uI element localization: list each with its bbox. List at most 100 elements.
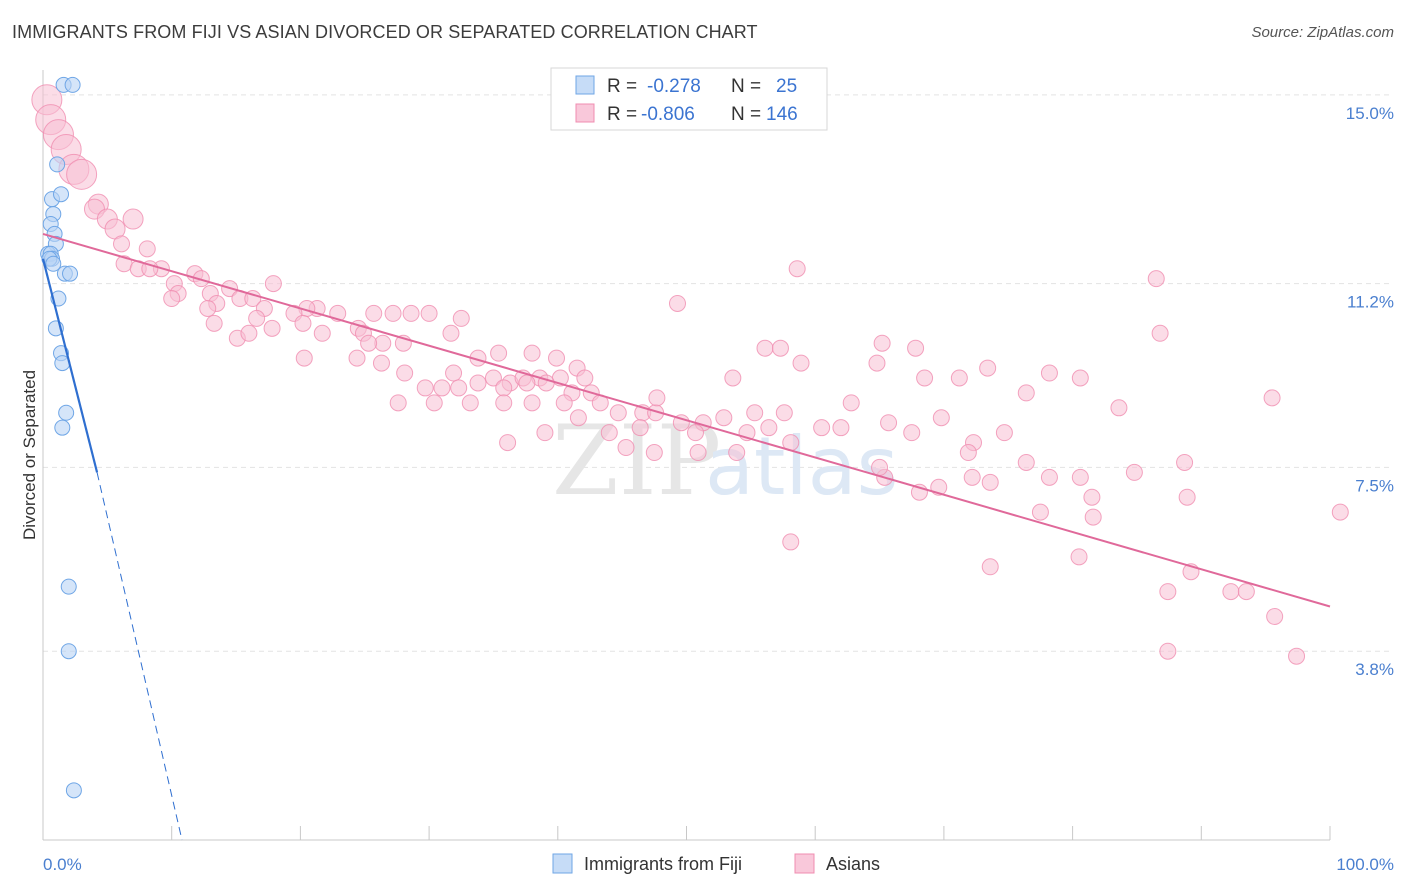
asians-point-121: [868, 354, 886, 372]
asians-point-79: [461, 394, 479, 412]
asians-point-49: [442, 324, 460, 342]
legend-r-value-fiji: -0.278: [647, 76, 701, 97]
asians-point-131: [1017, 453, 1035, 471]
asians-point-137: [1125, 463, 1143, 481]
asians-point-85: [569, 409, 587, 427]
asians-point-68: [416, 379, 434, 397]
legend-r-value-asians: -0.806: [641, 104, 695, 125]
asians-point-60: [396, 364, 414, 382]
legend-n-value-asians: 146: [766, 104, 798, 125]
asians-point-36: [294, 314, 312, 332]
asians-point-35: [205, 314, 223, 332]
asians-point-116: [648, 389, 666, 407]
asians-point-88: [631, 419, 649, 437]
asians-point-150: [782, 533, 800, 551]
asians-point-104: [760, 419, 778, 437]
legend-swatch-asians: [575, 103, 595, 123]
asians-point-48: [420, 304, 438, 322]
asians-point-97: [600, 424, 618, 442]
asians-point-123: [916, 369, 934, 387]
x-tick-label-1: 100.0%: [1336, 855, 1394, 874]
asians-point-126: [1017, 384, 1035, 402]
asians-point-113: [756, 339, 774, 357]
chart-source: Source: ZipAtlas.com: [1251, 24, 1394, 41]
asians-point-89: [672, 414, 690, 432]
asians-point-151: [981, 558, 999, 576]
asians-point-44: [374, 334, 392, 352]
asians-point-77: [389, 394, 407, 412]
axes: 3.8% 7.5% 11.2% 15.0% 0.0% 100.0%: [42, 70, 1394, 874]
asians-point-107: [842, 394, 860, 412]
y-axis-title: Divorced or Separated: [20, 370, 39, 540]
fiji-point-2: [49, 156, 66, 173]
asians-point-55: [548, 349, 566, 367]
fiji-point-22: [60, 578, 77, 595]
asians-point-81: [523, 394, 541, 412]
asians-trend-line: [42, 232, 1331, 608]
asians-point-40: [313, 324, 331, 342]
chart-title: IMMIGRANTS FROM FIJI VS ASIAN DIVORCED O…: [12, 22, 758, 42]
fiji-point-15: [62, 265, 79, 282]
asians-point-117: [724, 369, 742, 387]
asians-point-99: [499, 434, 517, 452]
asians-point-59: [372, 354, 390, 372]
asians-point-92: [746, 404, 764, 422]
asians-point-120: [873, 334, 891, 352]
asians-point-78: [425, 394, 443, 412]
bottom-legend-label-asians: Asians: [826, 854, 880, 874]
legend-r-label-fiji: R =: [607, 76, 637, 97]
asians-point-61: [445, 364, 463, 382]
asians-point-115: [788, 260, 806, 278]
asians-point-147: [1083, 488, 1101, 506]
asians-point-125: [979, 359, 997, 377]
asians-point-12: [138, 240, 156, 258]
asians-point-84: [609, 404, 627, 422]
asians-point-154: [1222, 583, 1240, 601]
asians-point-53: [490, 344, 508, 362]
asians-point-18: [192, 270, 210, 288]
asians-point-96: [687, 424, 705, 442]
legend-n-label-asians: N =: [731, 104, 761, 125]
asians-point-156: [1266, 607, 1284, 625]
asians-point-146: [1147, 270, 1165, 288]
asians-point-54: [523, 344, 541, 362]
asians-point-136: [1071, 468, 1089, 486]
fiji-trend-line: [41, 258, 99, 473]
legend-r-label-asians: R =: [607, 104, 637, 125]
asians-point-94: [832, 419, 850, 437]
asians-point-73: [518, 374, 536, 392]
asians-point-103: [728, 444, 746, 462]
asians-point-159: [1176, 453, 1194, 471]
asians-point-10: [122, 208, 144, 230]
asians-point-110: [932, 409, 950, 427]
fiji-point-20: [58, 404, 75, 421]
asians-point-144: [1084, 508, 1102, 526]
fiji-trend-extension: [96, 472, 183, 841]
asians-point-82: [555, 394, 573, 412]
y-tick-label-3: 15.0%: [1346, 104, 1394, 123]
asians-point-157: [1288, 647, 1306, 665]
asians-point-39: [263, 319, 281, 337]
asians-point-91: [715, 409, 733, 427]
asians-point-119: [792, 354, 810, 372]
asians-point-25: [199, 299, 217, 317]
fiji-point-4: [53, 186, 70, 203]
asians-point-127: [1040, 364, 1058, 382]
y-tick-label-1: 7.5%: [1355, 476, 1394, 495]
asians-point-23: [163, 290, 181, 308]
asians-point-100: [617, 439, 635, 457]
asians-point-45: [402, 304, 420, 322]
asians-point-141: [1263, 389, 1281, 407]
asians-point-109: [903, 424, 921, 442]
bottom-legend: Immigrants from Fiji Asians: [552, 853, 880, 874]
y-tick-label-2: 11.2%: [1347, 293, 1394, 312]
legend-box: R = -0.278 N = 25 R = -0.806 N = 146: [550, 67, 828, 131]
fiji-point-13: [45, 255, 62, 272]
asians-point-122: [907, 339, 925, 357]
asians-point-135: [981, 473, 999, 491]
asians-point-128: [1071, 369, 1089, 387]
asians-point-70: [450, 379, 468, 397]
fiji-point-23: [60, 643, 77, 660]
asians-point-158: [1159, 642, 1177, 660]
